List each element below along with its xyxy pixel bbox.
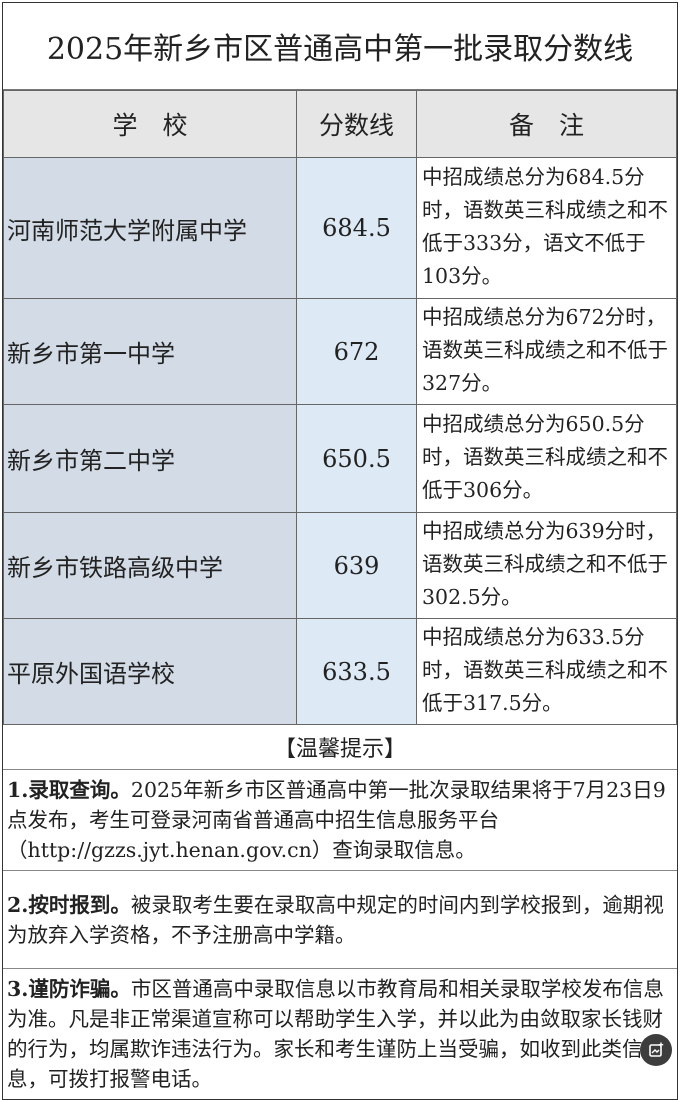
score-value: 633.5: [296, 618, 417, 725]
table-row: 平原外国语学校 633.5 中招成绩总分为633.5分时，语数英三科成绩之和不低…: [3, 618, 677, 725]
school-name: 新乡市第二中学: [3, 404, 297, 513]
remark-text: 中招成绩总分为633.5分时，语数英三科成绩之和不低于317.5分。: [416, 618, 677, 725]
header-score: 分数线: [296, 90, 417, 158]
tip-text: 被录取考生要在录取高中规定的时间内到学校报到，逾期视为放弃入学资格，不予注册高中…: [7, 892, 664, 947]
score-value: 650.5: [296, 404, 417, 513]
remark-text: 中招成绩总分为650.5分时，语数英三科成绩之和不低于306分。: [416, 404, 677, 513]
remark-text: 中招成绩总分为672分时，语数英三科成绩之和不低于327分。: [416, 298, 677, 405]
remark-text: 中招成绩总分为639分时，语数英三科成绩之和不低于302.5分。: [416, 512, 677, 619]
school-name: 平原外国语学校: [3, 618, 297, 725]
table-row: 新乡市第二中学 650.5 中招成绩总分为650.5分时，语数英三科成绩之和不低…: [3, 404, 677, 513]
table-row: 新乡市第一中学 672 中招成绩总分为672分时，语数英三科成绩之和不低于327…: [3, 298, 677, 405]
header-remark: 备 注: [416, 90, 677, 158]
edit-image-icon: [649, 1042, 664, 1057]
edit-image-button[interactable]: [640, 1034, 672, 1066]
score-table: 学 校 分数线 备 注 河南师范大学附属中学 684.5 中招成绩总分为684.…: [3, 90, 677, 725]
header-school: 学 校: [3, 90, 297, 158]
tip-label: 3.谨防诈骗。: [7, 977, 131, 1001]
tip-item: 1.录取查询。2025年新乡市区普通高中第一批次录取结果将于7月23日9点发布，…: [3, 770, 677, 871]
tip-text: 市区普通高中录取信息以市教育局和相关录取学校发布信息为准。凡是非正常渠道宣称可以…: [7, 977, 664, 1091]
school-name: 河南师范大学附属中学: [3, 157, 297, 299]
score-value: 672: [296, 298, 417, 405]
tip-text: 2025年新乡市区普通高中第一批次录取结果将于7月23日9点发布，考生可登录河南…: [7, 778, 666, 862]
table-row: 新乡市铁路高级中学 639 中招成绩总分为639分时，语数英三科成绩之和不低于3…: [3, 512, 677, 619]
tip-label: 2.按时报到。: [7, 892, 131, 917]
tips-heading: 【温馨提示】: [3, 725, 677, 770]
tip-label: 1.录取查询。: [7, 778, 131, 802]
school-name: 新乡市第一中学: [3, 298, 297, 405]
school-name: 新乡市铁路高级中学: [3, 512, 297, 619]
tip-item: 3.谨防诈骗。市区普通高中录取信息以市教育局和相关录取学校发布信息为准。凡是非正…: [3, 969, 677, 1099]
score-value: 639: [296, 512, 417, 619]
remark-text: 中招成绩总分为684.5分时，语数英三科成绩之和不低于333分，语文不低于103…: [416, 157, 677, 299]
page-title: 2025年新乡市区普通高中第一批录取分数线: [3, 3, 677, 90]
tip-item: 2.按时报到。被录取考生要在录取高中规定的时间内到学校报到，逾期视为放弃入学资格…: [3, 871, 677, 969]
score-value: 684.5: [296, 157, 417, 299]
table-header: 学 校 分数线 备 注: [3, 90, 677, 158]
table-row: 河南师范大学附属中学 684.5 中招成绩总分为684.5分时，语数英三科成绩之…: [3, 157, 677, 299]
